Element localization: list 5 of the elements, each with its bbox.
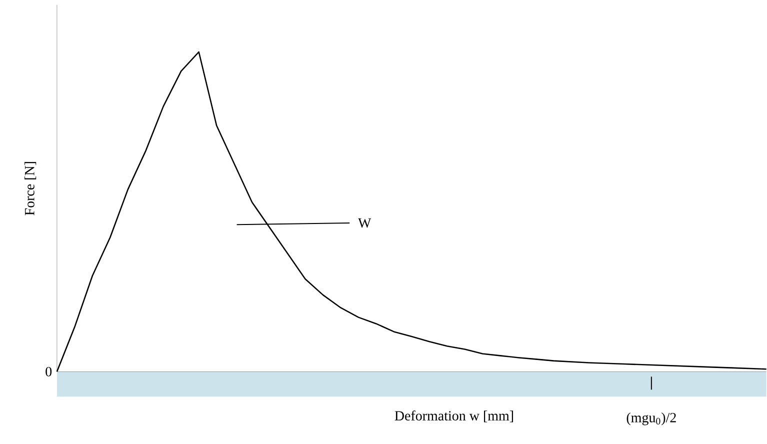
text: 0 bbox=[46, 367, 52, 377]
y-axis-title: Force [N] bbox=[24, 162, 36, 216]
annotation: W bbox=[358, 218, 372, 228]
x-axis-title: Deformation w [mm] bbox=[394, 410, 514, 422]
text: (mgu$_{0}$)/2 bbox=[626, 412, 676, 426]
